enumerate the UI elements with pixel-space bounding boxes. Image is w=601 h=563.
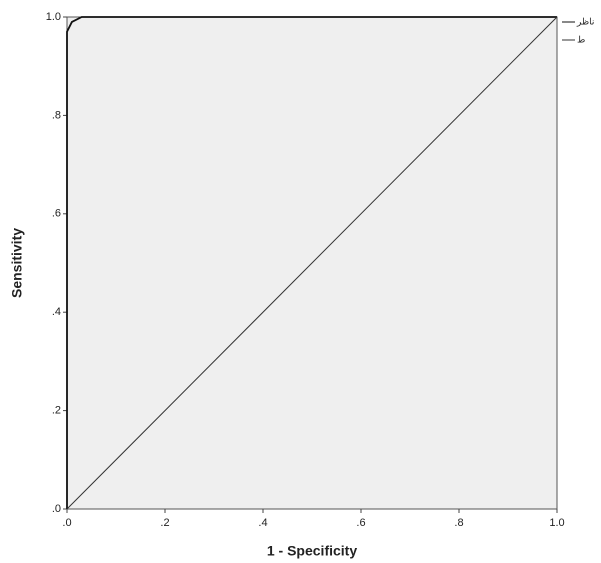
y-tick-label: .8 [52, 109, 61, 121]
y-axis-label: Sensitivity [9, 228, 25, 298]
x-tick-label: .2 [160, 517, 169, 529]
x-tick-label: .4 [258, 517, 267, 529]
line-series [66, 16, 558, 510]
legend-label: ناظر [576, 16, 594, 27]
y-tick-label: .4 [52, 306, 61, 318]
x-tick-label: .6 [356, 517, 365, 529]
x-tick-label: .8 [454, 517, 463, 529]
legend-label: ط [577, 34, 585, 44]
line-series [66, 16, 557, 509]
y-tick-label: .6 [52, 208, 61, 220]
x-tick-label: .0 [62, 517, 71, 529]
y-tick-label: .0 [52, 503, 61, 515]
y-tick-label: .2 [52, 405, 61, 417]
x-axis-label: 1 - Specificity [267, 543, 357, 559]
y-tick-label: 1.0 [46, 11, 61, 23]
x-tick-label: 1.0 [549, 517, 564, 529]
